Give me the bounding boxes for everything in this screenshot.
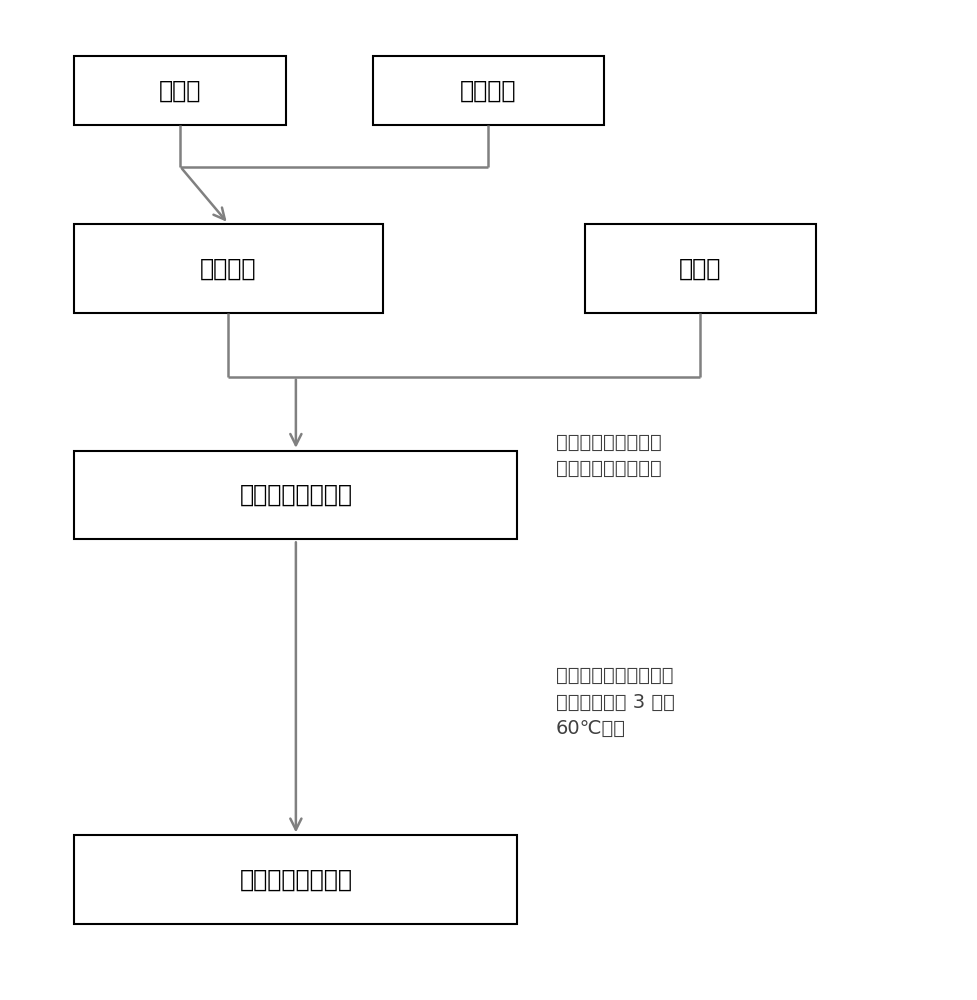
Text: 纳米二氧化铪悬液: 纳米二氧化铪悬液 [239, 483, 353, 507]
FancyBboxPatch shape [74, 835, 518, 924]
FancyBboxPatch shape [373, 56, 604, 125]
Text: 去离子水: 去离子水 [460, 79, 517, 103]
Text: 碱溶液: 碱溶液 [679, 256, 722, 280]
FancyBboxPatch shape [74, 224, 383, 313]
Text: 乙醇、去离子水交替洗
涤、离心反复 3 次，
60℃干燥: 乙醇、去离子水交替洗 涤、离心反复 3 次， 60℃干燥 [556, 666, 675, 738]
FancyBboxPatch shape [74, 451, 518, 539]
Text: 氯化铪: 氯化铪 [159, 79, 201, 103]
Text: 氧氯化铪: 氧氯化铪 [200, 256, 257, 280]
Text: 高压水热反应釜中，
一定温度，一定时间: 高压水热反应釜中， 一定温度，一定时间 [556, 433, 661, 478]
Text: 纳米二氧化铪颗粒: 纳米二氧化铪颗粒 [239, 868, 353, 892]
FancyBboxPatch shape [585, 224, 816, 313]
FancyBboxPatch shape [74, 56, 286, 125]
